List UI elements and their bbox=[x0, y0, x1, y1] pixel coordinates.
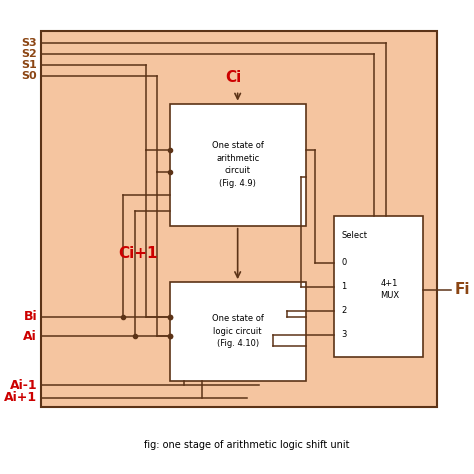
Text: S3: S3 bbox=[21, 37, 37, 47]
Text: 3: 3 bbox=[341, 330, 347, 339]
Text: Ai+1: Ai+1 bbox=[4, 391, 37, 404]
Text: One state of
arithmetic
circuit
(Fig. 4.9): One state of arithmetic circuit (Fig. 4.… bbox=[212, 141, 264, 188]
Text: S1: S1 bbox=[21, 60, 37, 70]
Text: Ci: Ci bbox=[225, 70, 241, 85]
Bar bbox=[41, 31, 438, 407]
Text: 0: 0 bbox=[341, 258, 346, 267]
Text: S2: S2 bbox=[21, 49, 37, 59]
Bar bbox=[170, 282, 306, 381]
Text: One state of
logic circuit
(Fig. 4.10): One state of logic circuit (Fig. 4.10) bbox=[212, 314, 264, 348]
Bar bbox=[170, 104, 306, 226]
Text: Ai: Ai bbox=[23, 330, 37, 343]
Bar bbox=[334, 216, 423, 357]
Text: Bi: Bi bbox=[24, 310, 37, 323]
Text: S0: S0 bbox=[21, 72, 37, 82]
Text: 2: 2 bbox=[341, 306, 346, 315]
Text: 4+1
MUX: 4+1 MUX bbox=[380, 279, 399, 300]
Text: 1: 1 bbox=[341, 283, 346, 292]
Text: Ci+1: Ci+1 bbox=[118, 246, 157, 261]
Text: fig: one stage of arithmetic logic shift unit: fig: one stage of arithmetic logic shift… bbox=[144, 439, 349, 450]
Text: Ai-1: Ai-1 bbox=[9, 379, 37, 392]
Text: Fi: Fi bbox=[454, 282, 470, 297]
Text: Select: Select bbox=[341, 231, 367, 240]
